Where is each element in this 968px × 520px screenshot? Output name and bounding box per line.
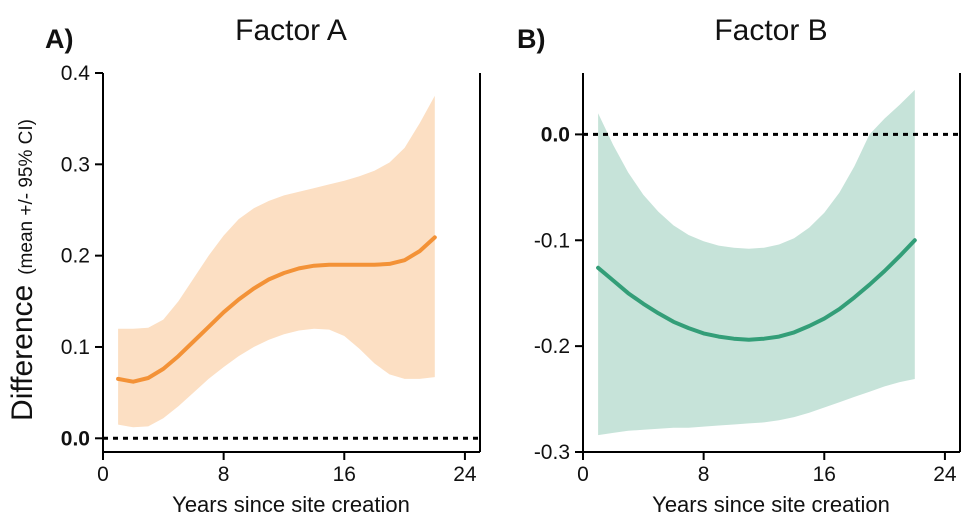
panel-b-x-tick-label: 0: [577, 463, 589, 486]
panel-b-x-axis-label: Years since site creation: [652, 492, 890, 517]
y-axis-label-sub: (mean +/- 95% CI): [16, 119, 37, 275]
panel-a-mean-line: [116, 235, 437, 384]
panel-b-x-tick-label: 24: [933, 463, 957, 486]
panel-a-y-tick-label: 0.0: [61, 427, 90, 450]
panel-a-y-tick-label: 0.1: [61, 336, 90, 359]
y-axis-label-text: Difference (mean +/- 95% CI): [6, 119, 39, 421]
panel-a-y-tick-label: 0.2: [61, 245, 90, 268]
panel-a-title: Factor A: [235, 14, 347, 47]
panel-b-y-tick-label: -0.1: [534, 229, 570, 252]
y-axis-label: Difference (mean +/- 95% CI): [6, 119, 39, 421]
panel-b-mean-line: [596, 238, 917, 342]
panel-b-ci-band: [598, 89, 915, 436]
panel-b-title: Factor B: [714, 14, 827, 47]
panel-a-x-axis-label: Years since site creation: [172, 492, 410, 517]
panel-a-y-tick-label: 0.4: [61, 62, 91, 85]
panel-a-label: A): [45, 24, 74, 54]
panel-a-x-tick-label: 16: [333, 463, 356, 486]
panel-a-x-tick-label: 8: [218, 463, 230, 486]
panel-a-x-tick-label: 0: [97, 463, 109, 486]
panel-b: B) Factor B -0.3 -0.2 -0.1 0.0 0 8 16 24 Years …: [517, 14, 961, 517]
panel-b-label: B): [517, 24, 546, 54]
panel-b-y-tick-label: 0.0: [541, 123, 570, 146]
panel-a-plot: 0.0 0.1 0.2 0.3 0.4 0 8 16 24: [61, 62, 481, 486]
panel-b-y-tick-label: -0.2: [534, 335, 570, 358]
panel-b-x-tick-label: 8: [698, 463, 710, 486]
panel-a-y-tick-label: 0.3: [61, 153, 90, 176]
panel-b-x-tick-label: 16: [813, 463, 836, 486]
panel-a-ci-band: [118, 95, 435, 428]
panel-a: A) Factor A 0.0 0.1 0.2 0.3 0.4 0 8 16 24 Years …: [45, 14, 481, 517]
y-axis-label-main: Difference: [6, 285, 39, 421]
panel-b-plot: -0.3 -0.2 -0.1 0.0 0 8 16 24: [534, 73, 961, 486]
panel-b-y-tick-label: -0.3: [534, 441, 570, 464]
panel-a-x-tick-label: 24: [453, 463, 477, 486]
